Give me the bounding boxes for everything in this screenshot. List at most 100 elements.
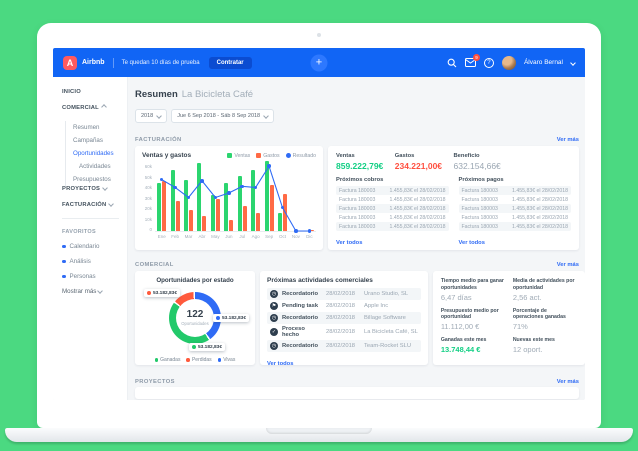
cobros-ver-todos-link[interactable]: Ver todos [336,240,363,246]
invoice-name: Factura 180003 [461,223,498,230]
invoice-row[interactable]: Factura 180003 1.455,83€ el 28/02/2018 [336,195,449,204]
x-tick: Dic [306,234,313,239]
donut-legend-perdidas: Perdidas [186,357,212,363]
divider [112,57,114,68]
proyectos-card-clipped [135,387,579,399]
y-tick: 50k [144,174,152,180]
pagos-ver-todos-link[interactable]: Ver todos [458,240,485,246]
sidebar-item-actividades[interactable]: Actividades [65,160,121,173]
y-tick: 30k [144,195,152,201]
favorite-item-análisis[interactable]: Análisis [62,258,121,265]
search-icon[interactable] [447,58,457,68]
inbox-icon[interactable]: 9 [464,54,480,67]
activity-type: Proceso hecho [282,326,305,338]
year-select[interactable]: 2018 [135,109,168,123]
donut-legend-vivas: Vivas [217,357,235,363]
sidebar-item-proyectos[interactable]: PROYECTOS [62,185,121,192]
activity-company: Team-Rocket SLU [364,343,412,349]
gastos-metric: Gastos 234.221,00€ [394,153,443,171]
activity-type: Pending task [282,303,319,309]
x-tick: Ene [157,234,166,239]
x-tick: May [211,234,220,239]
bar-ventas [210,195,215,231]
bar-gastos [162,180,167,231]
opportunities-status-card: Oportunidades por estado 122 Oportunidad… [135,271,255,365]
line-point [280,205,285,210]
invoice-row[interactable]: Factura 180003 1.455,83€ el 28/02/2018 [336,204,449,213]
kpi-cell: Tiempo medio para ganar oportunidades 6,4… [441,278,505,302]
favorite-item-personas[interactable]: Personas [62,273,121,280]
kpi-value: 12 oport. [512,345,543,354]
invoice-row[interactable]: Factura 180003 1.455,83€ el 28/02/2018 [459,195,572,204]
activity-row[interactable]: ◷ Recordatorio 28/02/2018 Billage Software [267,312,421,324]
invoice-row[interactable]: Factura 180003 1.455,83€ el 28/02/2018 [458,186,571,195]
invoice-name: Factura 180003 [339,205,376,212]
invoice-row[interactable]: Factura 180003 1.455,83€ el 28/02/2018 [336,213,449,222]
app-window: A Airbnb Te quedan 10 días de prueba Con… [53,48,585,400]
facturacion-ver-mas-link[interactable]: Ver más [556,137,579,143]
create-new-button[interactable]: + [310,54,328,71]
invoice-row[interactable]: Factura 180003 1.455,83€ el 28/02/2018 [336,186,449,195]
activity-date: 28/02/2018 [326,329,356,335]
activity-row[interactable]: ◷ Recordatorio 28/02/2018 Team-Rocket SLU [267,340,421,352]
activity-type: Recordatorio [282,315,319,321]
invoice-detail: 1.455,83€ el 28/02/2018 [389,223,446,230]
sidebar-item-presupuestos[interactable]: Presupuestos [65,173,121,186]
date-range-select[interactable]: Jue 6 Sep 2018 - Sáb 8 Sep 2018 [171,109,275,123]
activities-ver-todos-link[interactable]: Ver todos [267,361,294,367]
activity-row[interactable]: ⚑ Pending task 28/02/2018 Apple Inc [267,300,421,312]
comercial-ver-mas-link[interactable]: Ver más [556,262,579,268]
x-tick: Feb [171,234,180,239]
kpi-label: Media de actividades por oportunidad [512,278,575,291]
bar-gastos [189,209,194,231]
legend-ventas: Ventas [227,153,250,159]
activity-row[interactable]: ✓ Proceso hecho 28/02/2018 La Bicicleta Caf… [267,324,421,340]
favorite-label: Personas [69,273,96,280]
invoice-row[interactable]: Factura 180003 1.455,83€ el 28/02/2018 [459,213,572,222]
invoice-name: Factura 180003 [461,214,498,221]
avatar[interactable] [501,55,516,70]
sidebar-show-more[interactable]: Mostrar más [62,288,121,295]
proyectos-ver-mas-link[interactable]: Ver más [556,379,579,385]
y-tick: 60k [144,164,152,169]
contratar-button[interactable]: Contratar [208,56,252,69]
sidebar-item-campañas[interactable]: Campañas [65,134,121,147]
activity-date: 28/02/2018 [326,343,356,349]
activity-row[interactable]: ◷ Recordatorio 28/02/2018 Urano Studio, SL [267,288,421,300]
favorite-item-calendario[interactable]: Calendario [62,243,121,250]
chevron-down-icon[interactable] [570,59,576,66]
sidebar-item-inicio[interactable]: INICIO [62,89,81,95]
invoice-name: Factura 180003 [339,196,376,203]
invoice-row[interactable]: Factura 180003 1.455,83€ el 28/02/2018 [336,222,449,231]
clock-icon: ◷ [270,342,278,350]
kpi-cell: Media de actividades por oportunidad 2,56… [513,278,577,302]
page-subtitle: La Bicicleta Café [181,89,254,100]
kpi-label: Ganadas este mes [440,337,487,343]
kpi-cell: Presupuesto medio por oportunidad 11.112,… [441,308,505,332]
activity-company: La Bicicleta Café, SL [364,329,418,335]
x-tick: Ago [251,234,260,239]
legend-dot-icon [186,358,190,362]
clock-icon: ◷ [270,314,278,322]
line-point [213,195,218,200]
legend-gastos: Gastos [256,153,280,159]
laptop-frame: A Airbnb Te quedan 10 días de prueba Con… [37,23,601,428]
invoice-name: Factura 180003 [461,196,498,203]
sidebar-item-oportunidades[interactable]: Oportunidades [65,147,121,160]
x-tick: Jul [239,234,246,239]
callout-dot-icon [215,316,220,320]
sidebar-item-facturación[interactable]: FACTURACIÓN [62,201,121,208]
legend-label: Ganadas [160,357,181,363]
chart-month-group [303,164,316,231]
invoice-row[interactable]: Factura 180003 1.455,83€ el 28/02/2018 [458,204,571,213]
bar-ventas [170,169,175,231]
invoice-row[interactable]: Factura 180003 1.455,83€ el 28/02/2018 [458,222,571,231]
invoice-detail: 1.455,83€ el 28/02/2018 [512,187,568,194]
kpi-label: Porcentaje de operaciones ganadas [512,307,566,321]
opportunity-callout-vivas: 53.182,83€ [212,314,249,322]
topbar-right: 9 ? Álvaro Bernal [447,54,576,70]
sidebar-item-resumen[interactable]: Resumen [65,121,121,134]
line-point [200,179,204,183]
help-icon[interactable]: ? [483,57,494,68]
sidebar-item-comercial[interactable]: COMERCIAL [62,104,121,111]
